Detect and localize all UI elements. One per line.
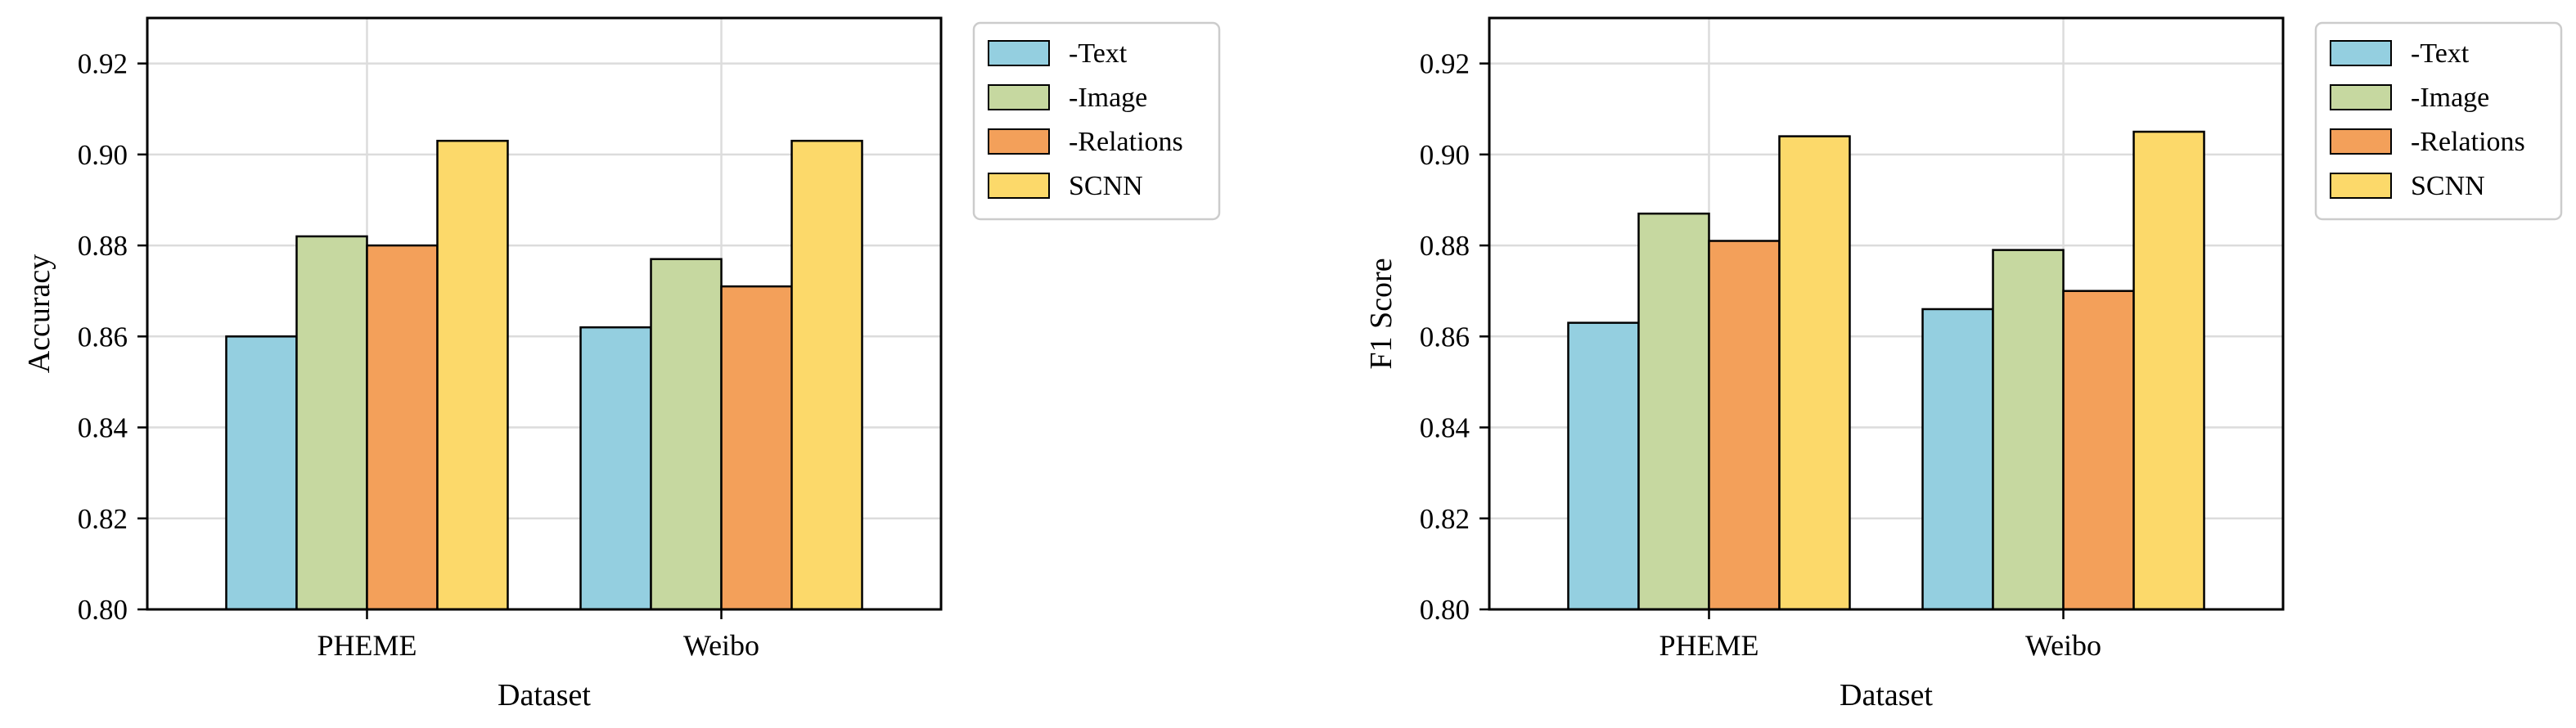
- legend-frame: [2314, 21, 2563, 221]
- bar-image-weibo: [650, 258, 723, 611]
- x-axis-label: Dataset: [498, 678, 591, 712]
- bar-image-pheme: [295, 235, 368, 611]
- f1-score-chart: 0.80 0.82 0.84 0.86 0.88 0.90 0.92 PHEME Weibo Da…: [1364, 16, 2563, 712]
- axes-frame: [146, 16, 943, 611]
- legend-frame: [972, 21, 1221, 221]
- y-tick-label: 0.82: [1420, 503, 1470, 535]
- legend-label-image: -Image: [2411, 83, 2489, 113]
- y-tick-label: 0.82: [78, 503, 128, 535]
- bar-scnn-weibo: [2132, 130, 2205, 611]
- y-axis-label: F1 Score: [1364, 258, 1398, 369]
- legend-swatch-relations: [988, 128, 1050, 155]
- legend-swatch-image: [2330, 84, 2392, 110]
- legend-swatch-scnn: [2330, 173, 2392, 199]
- legend-swatch-image: [988, 84, 1050, 110]
- x-tick-label-weibo: Weibo: [2025, 629, 2101, 662]
- legend: -Text -Image -Relations SCNN: [972, 21, 1221, 221]
- bar-relations-weibo: [2062, 290, 2135, 611]
- bar-image-pheme: [1637, 212, 1710, 611]
- legend: -Text -Image -Relations SCNN: [2314, 21, 2563, 221]
- bar-image-weibo: [1992, 249, 2065, 611]
- y-tick-label: 0.86: [78, 321, 128, 353]
- bar-relations-pheme: [1708, 240, 1781, 611]
- legend-swatch-relations: [2330, 128, 2392, 155]
- x-tick-label-weibo: Weibo: [683, 629, 759, 662]
- bar-scnn-pheme: [1778, 135, 1851, 611]
- y-tick-label: 0.80: [78, 594, 128, 626]
- y-tick-label: 0.88: [78, 230, 128, 262]
- y-tick-label: 0.86: [1420, 321, 1470, 353]
- bar-text-pheme: [1567, 321, 1640, 611]
- legend-swatch-text: [988, 40, 1050, 66]
- y-tick-label: 0.90: [1420, 139, 1470, 171]
- legend-swatch-scnn: [988, 173, 1050, 199]
- bar-text-pheme: [225, 335, 298, 611]
- y-tick-label: 0.90: [78, 139, 128, 171]
- bar-relations-pheme: [366, 244, 439, 611]
- y-tick-label: 0.84: [78, 412, 128, 444]
- y-tick-label: 0.92: [1420, 48, 1470, 80]
- legend-label-relations: -Relations: [1069, 127, 1183, 157]
- bar-scnn-weibo: [790, 139, 863, 611]
- legend-label-scnn: SCNN: [2411, 171, 2485, 201]
- y-tick-label: 0.88: [1420, 230, 1470, 262]
- x-axis-label: Dataset: [1840, 678, 1933, 712]
- y-tick-label: 0.84: [1420, 412, 1470, 444]
- legend-swatch-text: [2330, 40, 2392, 66]
- y-tick-label: 0.80: [1420, 594, 1470, 626]
- bar-scnn-pheme: [436, 139, 509, 611]
- legend-label-relations: -Relations: [2411, 127, 2525, 157]
- x-tick-label-pheme: PHEME: [1659, 629, 1759, 662]
- x-tick-label-pheme: PHEME: [317, 629, 417, 662]
- y-tick-label: 0.92: [78, 48, 128, 80]
- bar-relations-weibo: [720, 285, 793, 611]
- legend-label-text: -Text: [2411, 38, 2470, 69]
- legend-label-text: -Text: [1069, 38, 1128, 69]
- bar-text-weibo: [1921, 308, 1994, 611]
- accuracy-chart: 0.80 0.82 0.84 0.86 0.88 0.90 0.92 PHEME Weibo Da…: [22, 16, 1221, 712]
- axes-frame: [1488, 16, 2285, 611]
- legend-label-scnn: SCNN: [1069, 171, 1143, 201]
- bar-text-weibo: [579, 326, 652, 611]
- legend-label-image: -Image: [1069, 83, 1147, 113]
- y-axis-label: Accuracy: [22, 254, 56, 374]
